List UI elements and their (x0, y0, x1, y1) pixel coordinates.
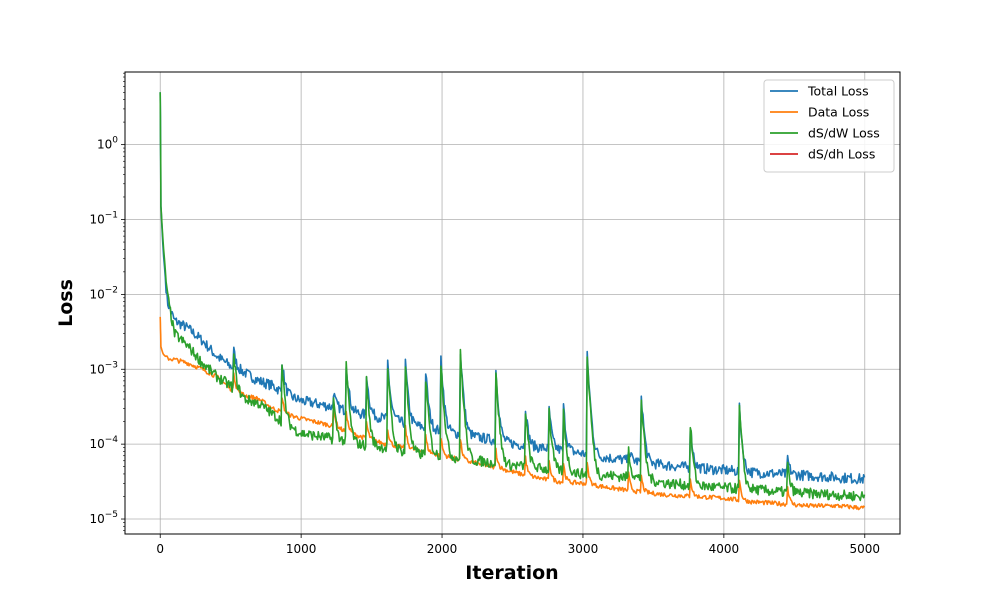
plot-frame (124, 71, 901, 535)
x-tick-label: 4000 (709, 542, 740, 556)
legend: Total Loss Data Loss dS/dW Loss dS/dh Loss (763, 79, 895, 173)
series-line-ds-dw-loss (159, 92, 866, 502)
legend-label: Total Loss (807, 84, 869, 99)
x-tick-label: 3000 (568, 542, 599, 556)
x-tick-label: 5000 (849, 542, 880, 556)
y-axis-title: Loss (55, 279, 77, 327)
legend-label: dS/dW Loss (808, 126, 880, 141)
series-line-total-loss (159, 92, 866, 485)
x-tick-label: 0 (156, 542, 164, 556)
x-axis-title: Iteration (465, 562, 558, 584)
x-tick-label: 1000 (286, 542, 317, 556)
legend-box (763, 79, 895, 173)
series-layer (159, 92, 866, 511)
legend-label: Data Loss (808, 105, 869, 120)
x-tick-label: 2000 (427, 542, 458, 556)
x-axis: 0 1000 2000 3000 4000 5000 (156, 534, 880, 556)
series-line-data-loss (159, 316, 866, 511)
legend-label: dS/dh Loss (808, 147, 875, 162)
